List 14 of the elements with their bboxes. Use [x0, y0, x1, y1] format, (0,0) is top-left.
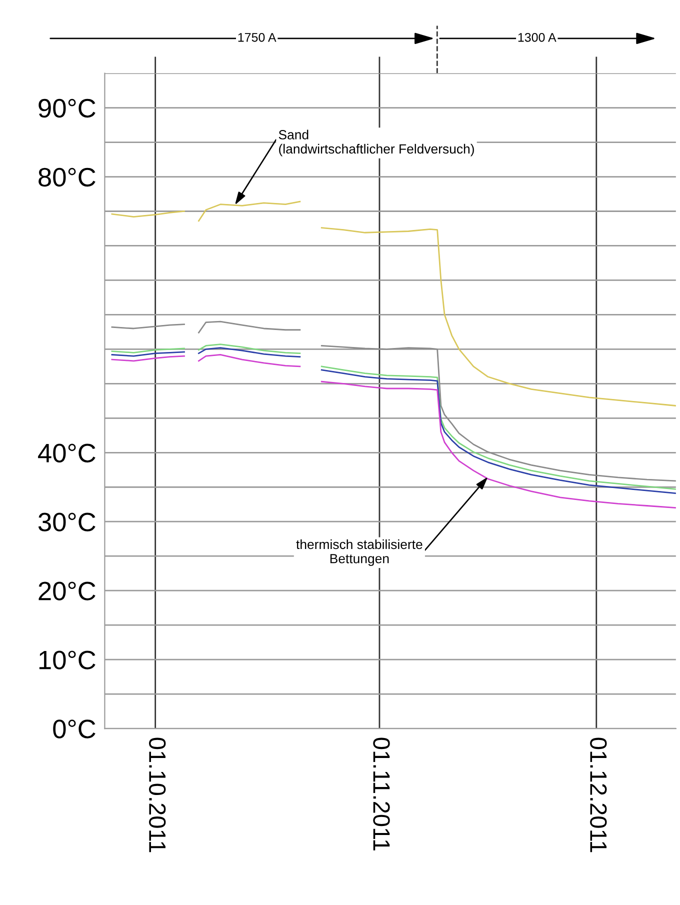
x-tick-label: 01.10.2011: [148, 738, 166, 852]
text: 1750 A: [238, 32, 276, 42]
y-tick-label: 30°C: [38, 512, 96, 532]
x-tick-label: 01.11.2011: [373, 738, 390, 850]
y-tick-label: 80°C: [38, 168, 96, 187]
annotation: Sand (landwirtschaftlicher Feldversuch): [278, 130, 474, 156]
y-tick-label: 90°C: [38, 98, 96, 118]
y-tick-label: 0°C: [53, 720, 96, 738]
text: 1300 A: [518, 32, 556, 42]
y-tick-label: 10°C: [39, 650, 96, 670]
x-tick-label: 01.12.2011: [590, 738, 607, 852]
y-tick-label: 20°C: [38, 582, 96, 600]
annotation: thermisch stabilisierte Bettungen: [296, 539, 422, 566]
y-tick-label: 40°C: [38, 444, 96, 462]
